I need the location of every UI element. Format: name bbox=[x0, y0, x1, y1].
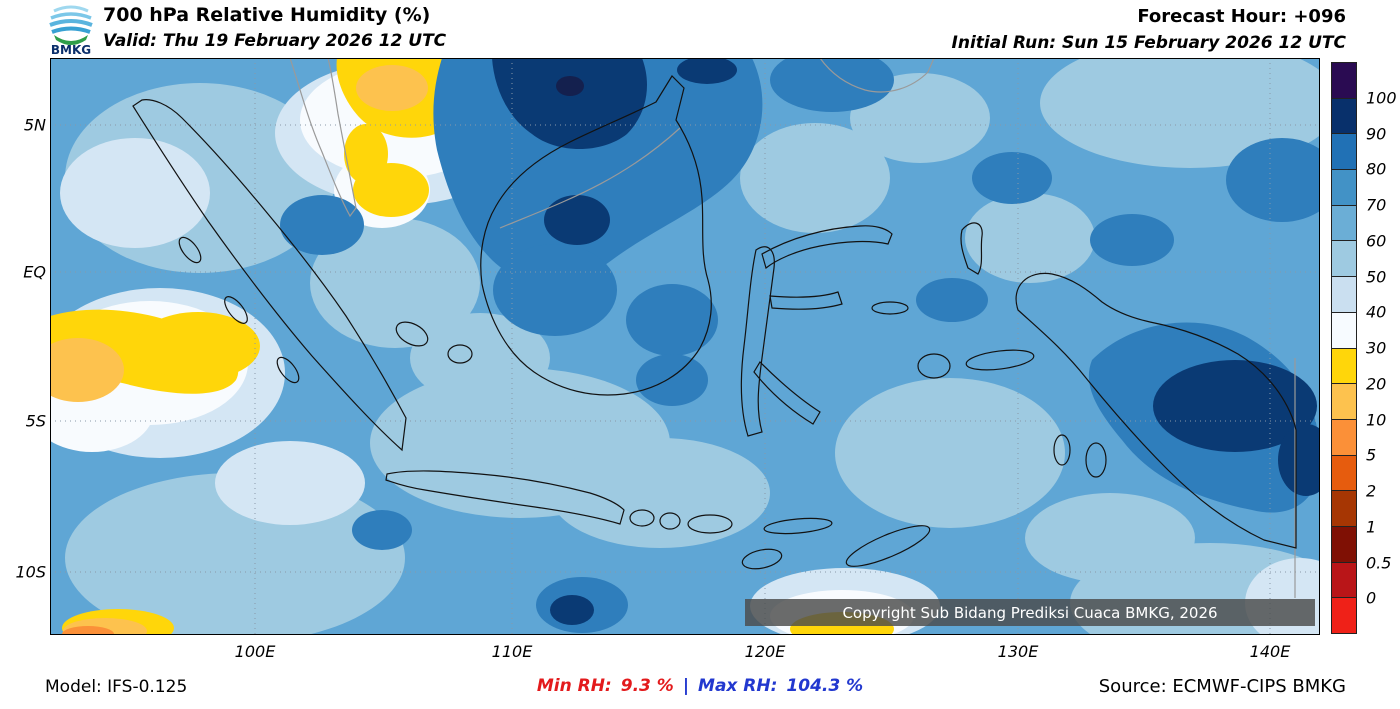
max-rh-value: 104.3 % bbox=[786, 676, 864, 696]
colorbar-label: 40 bbox=[1366, 302, 1387, 322]
colorbar-label: 0 bbox=[1366, 588, 1377, 608]
colorbar-label: 60 bbox=[1366, 231, 1387, 251]
initial-run-label: Initial Run: Sun 15 February 2026 12 UTC bbox=[951, 33, 1346, 53]
colorbar-segment bbox=[1332, 418, 1356, 455]
colorbar-label: 5 bbox=[1366, 445, 1377, 465]
page-title: 700 hPa Relative Humidity (%) bbox=[103, 4, 431, 26]
x-tick-120e: 120E bbox=[744, 642, 786, 661]
colorbar-label: 100 bbox=[1366, 88, 1397, 108]
min-rh-label: Min RH: bbox=[536, 676, 612, 696]
map-border bbox=[50, 58, 1320, 635]
source-label: Source: ECMWF-CIPS BMKG bbox=[1098, 676, 1346, 697]
colorbar bbox=[1331, 62, 1357, 634]
colorbar-segment bbox=[1332, 383, 1356, 419]
colorbar-segment bbox=[1332, 525, 1356, 562]
rh-field-purple-core bbox=[556, 76, 584, 96]
y-tick-10s: 10S bbox=[15, 562, 46, 582]
humidity-map-svg: Copyright Sub Bidang Prediksi Cuaca BMKG… bbox=[50, 58, 1320, 635]
colorbar-label: 10 bbox=[1366, 410, 1387, 429]
colorbar-label: 1 bbox=[1366, 517, 1377, 537]
colorbar-label: 70 bbox=[1366, 195, 1387, 215]
colorbar-segment bbox=[1332, 276, 1356, 312]
colorbar-segment bbox=[1332, 204, 1356, 241]
colorbar-segment bbox=[1332, 597, 1356, 633]
x-tick-110e: 110E bbox=[491, 642, 533, 661]
min-rh-value: 9.3 % bbox=[620, 676, 674, 696]
x-tick-130e: 130E bbox=[997, 642, 1039, 661]
colorbar-segment bbox=[1332, 240, 1356, 277]
colorbar-label: 0.5 bbox=[1366, 553, 1392, 572]
colorbar-label: 50 bbox=[1366, 267, 1387, 286]
x-tick-140e: 140E bbox=[1249, 642, 1291, 661]
bmkg-logo: BMKG bbox=[44, 1, 98, 57]
valid-time-label: Valid: Thu 19 February 2026 12 UTC bbox=[103, 31, 447, 51]
copyright-text: Copyright Sub Bidang Prediksi Cuaca BMKG… bbox=[842, 604, 1217, 622]
logo-text: BMKG bbox=[51, 43, 91, 57]
colorbar-label: 20 bbox=[1366, 374, 1387, 394]
colorbar-segment bbox=[1332, 63, 1356, 98]
y-tick-eq: EQ bbox=[23, 262, 46, 282]
colorbar-segment bbox=[1332, 454, 1356, 491]
x-tick-100e: 100E bbox=[234, 642, 276, 661]
coastlines bbox=[132, 75, 1297, 570]
rh-field-navy bbox=[492, 58, 1320, 625]
colorbar-label: 90 bbox=[1366, 124, 1387, 143]
min-max-rh: Min RH: 9.3 % | Max RH: 104.3 % bbox=[537, 676, 863, 696]
copyright-bar: Copyright Sub Bidang Prediksi Cuaca BMKG… bbox=[745, 599, 1315, 626]
coastlines-foreign bbox=[289, 58, 1296, 598]
colorbar-segment bbox=[1332, 561, 1356, 598]
colorbar-label: 80 bbox=[1366, 159, 1387, 179]
y-tick-5n: 5N bbox=[23, 115, 46, 135]
bmkg-logo-icon: BMKG bbox=[49, 5, 93, 57]
colorbar-segment bbox=[1332, 97, 1356, 134]
grid-lines bbox=[50, 58, 1320, 635]
colorbar-segment bbox=[1332, 133, 1356, 170]
colorbar-segment bbox=[1332, 169, 1356, 205]
colorbar-label: 30 bbox=[1366, 338, 1387, 358]
colorbar-segment bbox=[1332, 347, 1356, 384]
forecast-hour-label: Forecast Hour: +096 bbox=[1137, 6, 1346, 27]
rh-field-paleorange bbox=[50, 65, 428, 635]
max-rh-label: Max RH: bbox=[698, 676, 778, 696]
rh-field-orange bbox=[62, 626, 114, 635]
min-max-separator: | bbox=[682, 676, 690, 696]
colorbar-segment bbox=[1332, 490, 1356, 526]
model-label: Model: IFS-0.125 bbox=[45, 677, 188, 697]
colorbar-segment bbox=[1332, 311, 1356, 348]
y-tick-5s: 5S bbox=[25, 411, 46, 431]
colorbar-label: 2 bbox=[1366, 481, 1377, 501]
humidity-map: Copyright Sub Bidang Prediksi Cuaca BMKG… bbox=[50, 58, 1320, 635]
